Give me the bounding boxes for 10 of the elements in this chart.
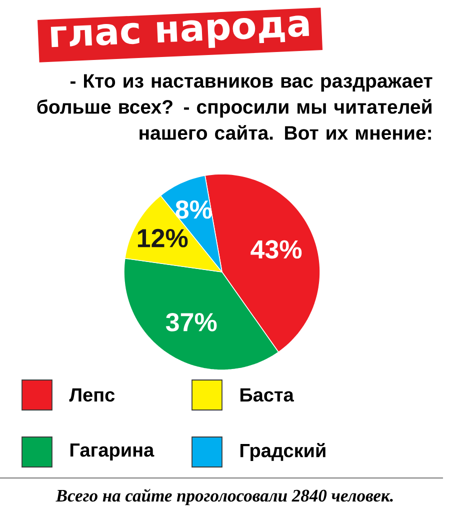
legend-label: Баста — [240, 388, 294, 402]
chart-title: глас народа — [50, 16, 310, 48]
legend-label: Гагарина — [70, 444, 154, 461]
data-label: 12% — [138, 228, 188, 248]
data-label: 43% — [250, 240, 302, 259]
legend-label: Градский — [240, 442, 326, 462]
text: Всего на сайте проголосовали 2840 человек. — [56, 488, 393, 506]
chart-subtitle: - Кто из наставников вас раздражает больше всех? - спросили мы читателей нашего сайта. Вот их мнение: — [37, 74, 432, 140]
data-label: 37% — [166, 312, 217, 332]
legend-label: Лепс — [69, 388, 115, 402]
